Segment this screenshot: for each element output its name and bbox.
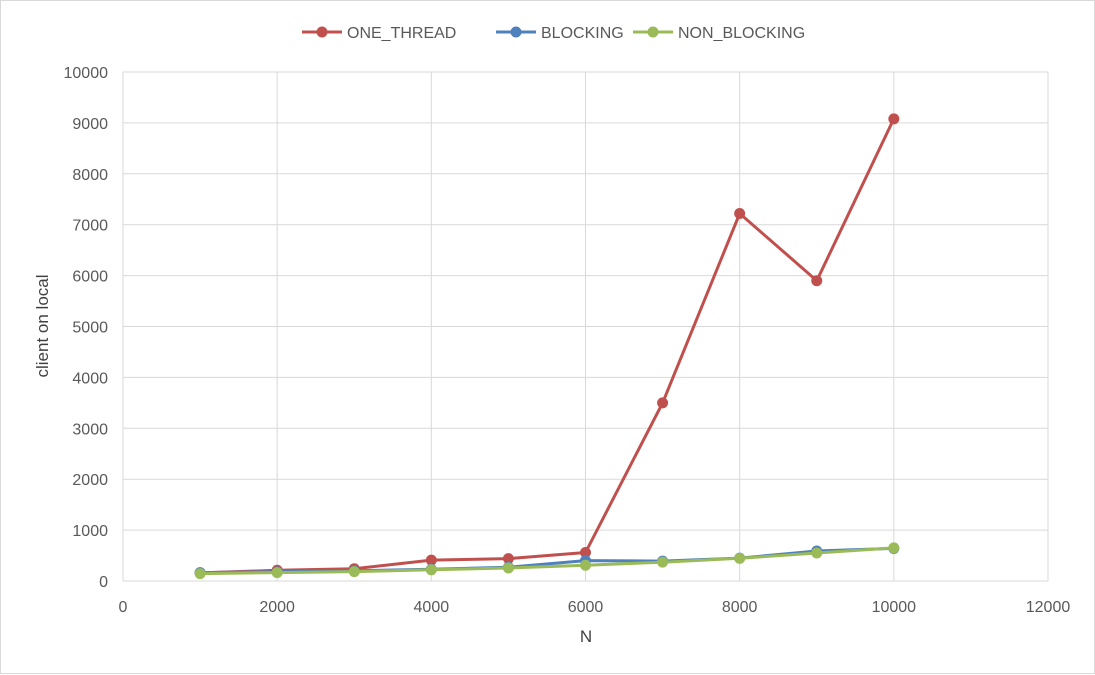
data-point	[657, 556, 669, 568]
legend-label: BLOCKING	[541, 25, 624, 42]
y-axis-ticks: 0 1000 2000 3000 4000 5000 6000 7000 8000 9000 100…	[64, 65, 109, 591]
x-tick-label: 12000	[1026, 599, 1071, 616]
x-tick-label: 8000	[722, 599, 758, 616]
data-point	[811, 547, 823, 559]
data-point	[580, 546, 591, 558]
series-one-thread	[194, 113, 900, 579]
data-point	[888, 542, 900, 554]
legend-label: NON_BLOCKING	[678, 25, 805, 42]
data-point	[657, 397, 669, 409]
y-tick-label: 2000	[72, 472, 108, 489]
y-tick-label: 0	[99, 574, 108, 591]
y-axis-title: client on local	[33, 274, 52, 377]
data-point	[425, 554, 437, 566]
data-point	[888, 113, 900, 125]
y-tick-label: 3000	[72, 421, 108, 438]
y-tick-label: 8000	[72, 167, 108, 184]
legend-marker	[510, 26, 522, 38]
data-point	[734, 552, 746, 564]
y-tick-label: 6000	[72, 269, 108, 286]
data-point	[348, 566, 360, 578]
data-point	[425, 564, 437, 576]
data-point	[271, 567, 283, 579]
x-axis-ticks: 0 2000 4000 6000 8000 10000 12000	[119, 599, 1071, 616]
legend-marker	[647, 26, 659, 38]
x-tick-label: 0	[119, 599, 128, 616]
data-point	[580, 559, 591, 571]
y-tick-label: 7000	[72, 218, 108, 235]
data-point	[811, 275, 823, 287]
data-point	[502, 553, 514, 565]
legend-item: BLOCKING	[496, 25, 624, 42]
x-tick-label: 6000	[568, 599, 604, 616]
series-line	[200, 546, 894, 576]
series-group	[194, 113, 900, 580]
x-tick-label: 10000	[872, 599, 917, 616]
y-tick-label: 5000	[72, 320, 108, 337]
data-point	[502, 562, 514, 574]
y-tick-label: 9000	[72, 116, 108, 133]
y-tick-label: 4000	[72, 370, 108, 387]
x-axis-title: N	[580, 627, 592, 646]
legend-item: NON_BLOCKING	[633, 25, 805, 42]
y-tick-label: 10000	[64, 65, 109, 82]
legend-label: ONE_THREAD	[347, 25, 456, 42]
series-non-blocking	[194, 542, 900, 580]
x-tick-label: 4000	[414, 599, 450, 616]
data-point	[734, 208, 746, 220]
data-point	[194, 568, 206, 580]
legend: ONE_THREAD BLOCKING NON_BLOCKING	[302, 25, 805, 42]
legend-marker	[316, 26, 328, 38]
series-line	[200, 118, 896, 575]
x-tick-label: 2000	[259, 599, 295, 616]
gridlines	[122, 71, 1049, 582]
y-tick-label: 1000	[72, 523, 108, 540]
legend-item: ONE_THREAD	[302, 25, 456, 42]
